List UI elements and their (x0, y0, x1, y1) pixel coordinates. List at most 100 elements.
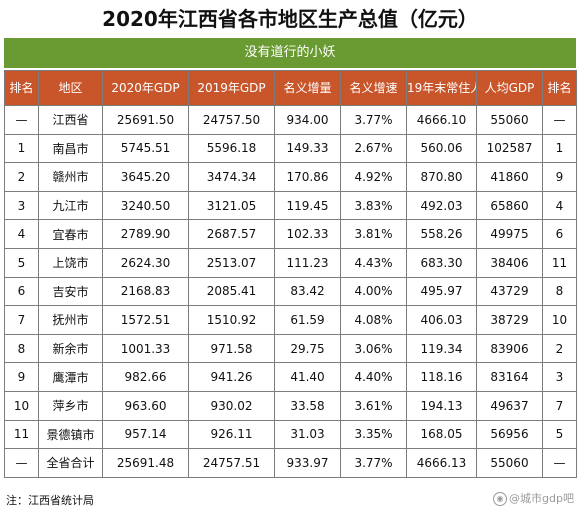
gdp-2020-cell: 1572.51 (102, 305, 189, 335)
table-row: 10 萍乡市 963.60 930.02 33.58 3.61% 194.13 49637 7 (4, 390, 577, 421)
per-capita-cell: 55060 (476, 105, 543, 135)
growth-cell: 3.06% (340, 333, 407, 364)
rank-cell: 9 (4, 362, 39, 392)
per-capita-cell: 41860 (476, 162, 543, 192)
gdp-2019-cell: 24757.50 (188, 105, 275, 135)
region-cell: 萍乡市 (38, 390, 103, 421)
gdp-2019-cell: 3121.05 (188, 190, 275, 221)
per-capita-rank-cell: 5 (542, 419, 577, 450)
gdp-2019-cell: 24757.51 (188, 448, 275, 478)
per-capita-rank-cell: — (542, 448, 577, 478)
gdp-2020-cell: 2624.30 (102, 247, 189, 278)
gdp-2020-cell: 25691.48 (102, 448, 189, 478)
per-capita-rank-cell: — (542, 105, 577, 135)
rank-cell: 11 (4, 419, 39, 450)
growth-cell: 3.77% (340, 105, 407, 135)
growth-cell: 4.40% (340, 362, 407, 392)
population-cell: 683.30 (406, 247, 477, 278)
increment-cell: 41.40 (274, 362, 341, 392)
per-capita-cell: 49975 (476, 219, 543, 249)
gdp-2020-cell: 3240.50 (102, 190, 189, 221)
growth-cell: 3.81% (340, 219, 407, 249)
gdp-2019-cell: 2513.07 (188, 247, 275, 278)
gdp-2020-cell: 957.14 (102, 419, 189, 450)
rank-cell: 5 (4, 247, 39, 278)
table-row: — 全省合计 25691.48 24757.51 933.97 3.77% 4666.13 5… (4, 448, 577, 478)
rank-cell: 3 (4, 190, 39, 221)
per-capita-rank-cell: 2 (542, 333, 577, 364)
population-cell: 495.97 (406, 276, 477, 307)
population-cell: 406.03 (406, 305, 477, 335)
growth-cell: 3.77% (340, 448, 407, 478)
per-capita-cell: 56956 (476, 419, 543, 450)
increment-cell: 102.33 (274, 219, 341, 249)
rank-cell: — (4, 105, 39, 135)
gdp-2019-cell: 5596.18 (188, 133, 275, 164)
region-cell: 景德镇市 (38, 419, 103, 450)
gdp-2020-cell: 2789.90 (102, 219, 189, 249)
per-capita-rank-cell: 8 (542, 276, 577, 307)
rank-cell: 8 (4, 333, 39, 364)
table-row: 6 吉安市 2168.83 2085.41 83.42 4.00% 495.97 43729 8 (4, 276, 577, 307)
table-row: 1 南昌市 5745.51 5596.18 149.33 2.67% 560.06 10258… (4, 133, 577, 164)
gdp-2019-cell: 941.26 (188, 362, 275, 392)
rank-cell: 2 (4, 162, 39, 192)
per-capita-cell: 83906 (476, 333, 543, 364)
per-capita-cell: 38406 (476, 247, 543, 278)
population-cell: 4666.13 (406, 448, 477, 478)
gdp-2019-cell: 926.11 (188, 419, 275, 450)
page-title: 2020年江西省各市地区生产总值（亿元） (102, 7, 478, 31)
gdp-2019-cell: 930.02 (188, 390, 275, 421)
increment-cell: 31.03 (274, 419, 341, 450)
region-cell: 吉安市 (38, 276, 103, 307)
region-cell: 全省合计 (38, 448, 103, 478)
header-rank: 排名 (4, 70, 39, 106)
region-cell: 抚州市 (38, 305, 103, 335)
increment-cell: 170.86 (274, 162, 341, 192)
table-row: 7 抚州市 1572.51 1510.92 61.59 4.08% 406.03 38729 1… (4, 305, 577, 335)
increment-cell: 933.97 (274, 448, 341, 478)
header-region: 地区 (38, 70, 103, 106)
header-growth: 名义增速 (340, 70, 407, 106)
region-cell: 赣州市 (38, 162, 103, 192)
growth-cell: 3.35% (340, 419, 407, 450)
header-gdp-2019: 2019年GDP (188, 70, 275, 106)
rank-cell: 10 (4, 390, 39, 421)
header-population: 19年末常住人口（万） (406, 70, 477, 106)
header-row: 排名 地区 2020年GDP 2019年GDP 名义增量 名义增速 19年末常住… (4, 70, 577, 106)
header-per-capita-rank: 排名 (542, 70, 577, 106)
increment-cell: 29.75 (274, 333, 341, 364)
region-cell: 上饶市 (38, 247, 103, 278)
per-capita-cell: 102587 (476, 133, 543, 164)
growth-cell: 3.61% (340, 390, 407, 421)
per-capita-cell: 83164 (476, 362, 543, 392)
population-cell: 194.13 (406, 390, 477, 421)
table-row: 9 鹰潭市 982.66 941.26 41.40 4.40% 118.16 83164 3 (4, 362, 577, 392)
rank-cell: 1 (4, 133, 39, 164)
growth-cell: 2.67% (340, 133, 407, 164)
increment-cell: 33.58 (274, 390, 341, 421)
population-cell: 119.34 (406, 333, 477, 364)
gdp-2019-cell: 2687.57 (188, 219, 275, 249)
increment-cell: 149.33 (274, 133, 341, 164)
gdp-2019-cell: 971.58 (188, 333, 275, 364)
gdp-2020-cell: 25691.50 (102, 105, 189, 135)
header-increment: 名义增量 (274, 70, 341, 106)
table-row: 3 九江市 3240.50 3121.05 119.45 3.83% 492.03 65860… (4, 190, 577, 221)
increment-cell: 111.23 (274, 247, 341, 278)
per-capita-rank-cell: 6 (542, 219, 577, 249)
population-cell: 558.26 (406, 219, 477, 249)
increment-cell: 83.42 (274, 276, 341, 307)
watermark-text: @城市gdp吧 (509, 492, 574, 505)
source-note: 注：江西省统计局 (6, 494, 94, 507)
rank-cell: 6 (4, 276, 39, 307)
gdp-2020-cell: 963.60 (102, 390, 189, 421)
rank-cell: 7 (4, 305, 39, 335)
increment-cell: 119.45 (274, 190, 341, 221)
growth-cell: 4.92% (340, 162, 407, 192)
table-row: 8 新余市 1001.33 971.58 29.75 3.06% 119.34 83906 2 (4, 333, 577, 364)
gdp-2020-cell: 1001.33 (102, 333, 189, 364)
region-cell: 新余市 (38, 333, 103, 364)
per-capita-rank-cell: 9 (542, 162, 577, 192)
per-capita-cell: 43729 (476, 276, 543, 307)
